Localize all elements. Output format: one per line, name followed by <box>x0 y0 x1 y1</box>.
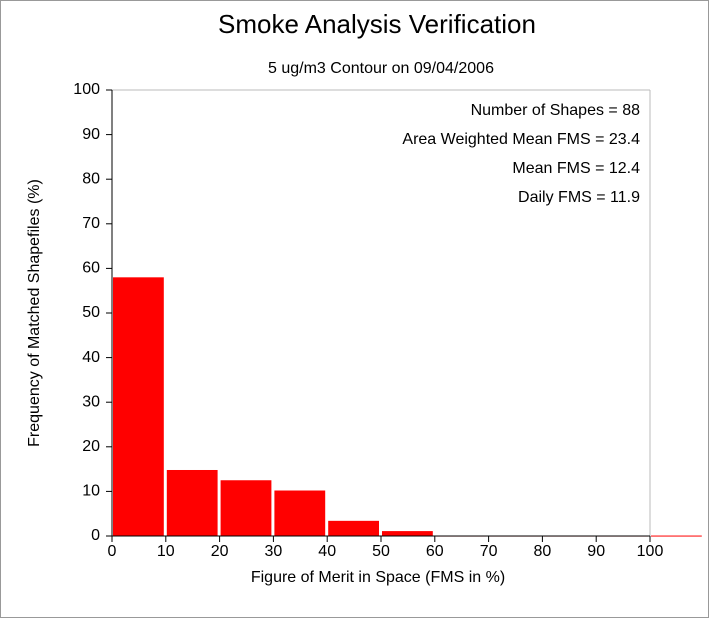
y-tick-label: 0 <box>91 527 100 544</box>
y-tick-label: 60 <box>82 260 100 277</box>
bar <box>166 469 218 536</box>
bar <box>651 535 702 537</box>
x-tick-label: 30 <box>265 543 283 560</box>
x-tick-label: 60 <box>426 543 444 560</box>
y-tick-label: 80 <box>82 170 100 187</box>
bar <box>274 490 326 536</box>
x-tick-label: 90 <box>587 543 605 560</box>
bar <box>220 480 272 536</box>
bar <box>382 531 433 536</box>
y-tick-label: 30 <box>82 393 100 410</box>
annotation: Daily FMS = 11.9 <box>518 189 640 206</box>
annotation: Number of Shapes = 88 <box>471 102 641 119</box>
x-tick-label: 70 <box>480 543 498 560</box>
y-tick-label: 50 <box>82 304 100 321</box>
y-tick-label: 90 <box>82 126 100 143</box>
bar <box>113 277 164 536</box>
y-tick-label: 70 <box>82 215 100 232</box>
y-tick-label: 100 <box>73 81 100 98</box>
x-tick-label: 0 <box>108 543 117 560</box>
y-tick-label: 10 <box>82 483 100 500</box>
chart-subtitle: 5 ug/m3 Contour on 09/04/2006 <box>268 60 494 77</box>
annotation: Mean FMS = 12.4 <box>512 160 640 177</box>
x-tick-label: 80 <box>534 543 552 560</box>
y-tick-label: 40 <box>82 349 100 366</box>
y-axis-label: Frequency of Matched Shapefiles (%) <box>26 179 43 447</box>
chart-title: Smoke Analysis Verification <box>218 9 536 39</box>
x-tick-label: 10 <box>157 543 175 560</box>
x-tick-label: 100 <box>637 543 664 560</box>
bar <box>328 520 379 536</box>
y-tick-label: 20 <box>82 438 100 455</box>
x-tick-label: 50 <box>372 543 390 560</box>
x-axis-label: Figure of Merit in Space (FMS in %) <box>251 569 505 586</box>
annotation: Area Weighted Mean FMS = 23.4 <box>402 131 640 148</box>
x-tick-label: 40 <box>318 543 336 560</box>
x-tick-label: 20 <box>211 543 229 560</box>
